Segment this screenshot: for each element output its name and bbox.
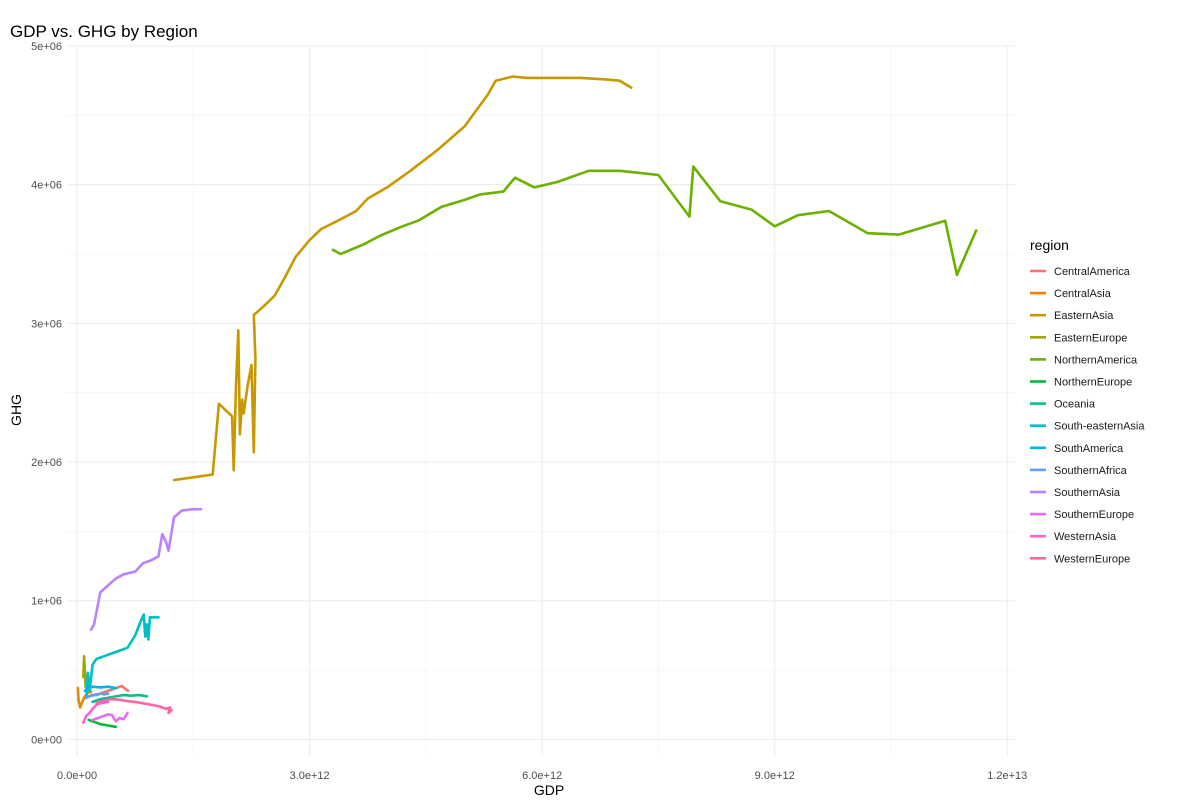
series-line-southernasia bbox=[89, 507, 203, 632]
grid bbox=[67, 45, 1015, 756]
legend-label-southamerica: SouthAmerica bbox=[1054, 443, 1124, 455]
legend-label-south-easternasia: South-easternAsia bbox=[1054, 421, 1145, 433]
y-tick-label: 4e+06 bbox=[31, 180, 62, 192]
series-line-southerneurope bbox=[91, 711, 129, 723]
series-line-northerneurope bbox=[87, 718, 118, 729]
x-tick-label: 0.0e+00 bbox=[57, 770, 97, 782]
y-tick-label: 0e+00 bbox=[31, 734, 62, 746]
y-tick-label: 5e+06 bbox=[31, 41, 62, 53]
series-line-westernasia bbox=[82, 700, 110, 725]
legend: region CentralAmerica CentralAsia EasternA… bbox=[1030, 237, 1145, 565]
legend-label-westernasia: WesternAsia bbox=[1054, 531, 1117, 543]
legend-label-easterneurope: EasternEurope bbox=[1054, 332, 1127, 344]
x-axis-title: GDP bbox=[534, 782, 564, 798]
legend-label-northernamerica: NorthernAmerica bbox=[1054, 354, 1138, 366]
x-tick-label: 3.0e+12 bbox=[290, 770, 330, 782]
x-tick-label: 6.0e+12 bbox=[522, 770, 562, 782]
y-tick-label: 1e+06 bbox=[31, 596, 62, 608]
series-line-southamerica bbox=[83, 685, 118, 693]
legend-label-southerneurope: SouthernEurope bbox=[1054, 509, 1134, 521]
y-axis: 0e+00 1e+06 2e+06 3e+06 4e+06 5e+06 bbox=[31, 41, 62, 746]
series-line-southernafrica bbox=[85, 692, 110, 700]
y-axis-title: GHG bbox=[8, 394, 24, 426]
legend-label-southernafrica: SouthernAfrica bbox=[1054, 465, 1128, 477]
chart-title: GDP vs. GHG by Region bbox=[10, 22, 198, 41]
series-line-south-easternasia bbox=[85, 613, 160, 700]
series-line-easternasia bbox=[172, 75, 633, 482]
legend-title: region bbox=[1030, 237, 1069, 253]
y-tick-label: 2e+06 bbox=[31, 457, 62, 469]
x-tick-label: 1.2e+13 bbox=[987, 770, 1027, 782]
legend-label-westerneurope: WesternEurope bbox=[1054, 553, 1130, 565]
series-line-westerneurope bbox=[95, 697, 173, 715]
x-tick-label: 9.0e+12 bbox=[755, 770, 795, 782]
legend-label-centralamerica: CentralAmerica bbox=[1054, 266, 1131, 278]
legend-label-easternasia: EasternAsia bbox=[1054, 310, 1114, 322]
series-line-northernamerica bbox=[331, 165, 978, 277]
x-axis: 0.0e+00 3.0e+12 6.0e+12 9.0e+12 1.2e+13 bbox=[57, 770, 1027, 782]
legend-label-southernasia: SouthernAsia bbox=[1054, 487, 1121, 499]
series-line-oceania bbox=[91, 693, 149, 704]
series-lines bbox=[76, 75, 978, 729]
legend-label-centralasia: CentralAsia bbox=[1054, 288, 1112, 300]
legend-label-northerneurope: NorthernEurope bbox=[1054, 377, 1132, 389]
y-tick-label: 3e+06 bbox=[31, 318, 62, 330]
legend-label-oceania: Oceania bbox=[1054, 399, 1096, 411]
